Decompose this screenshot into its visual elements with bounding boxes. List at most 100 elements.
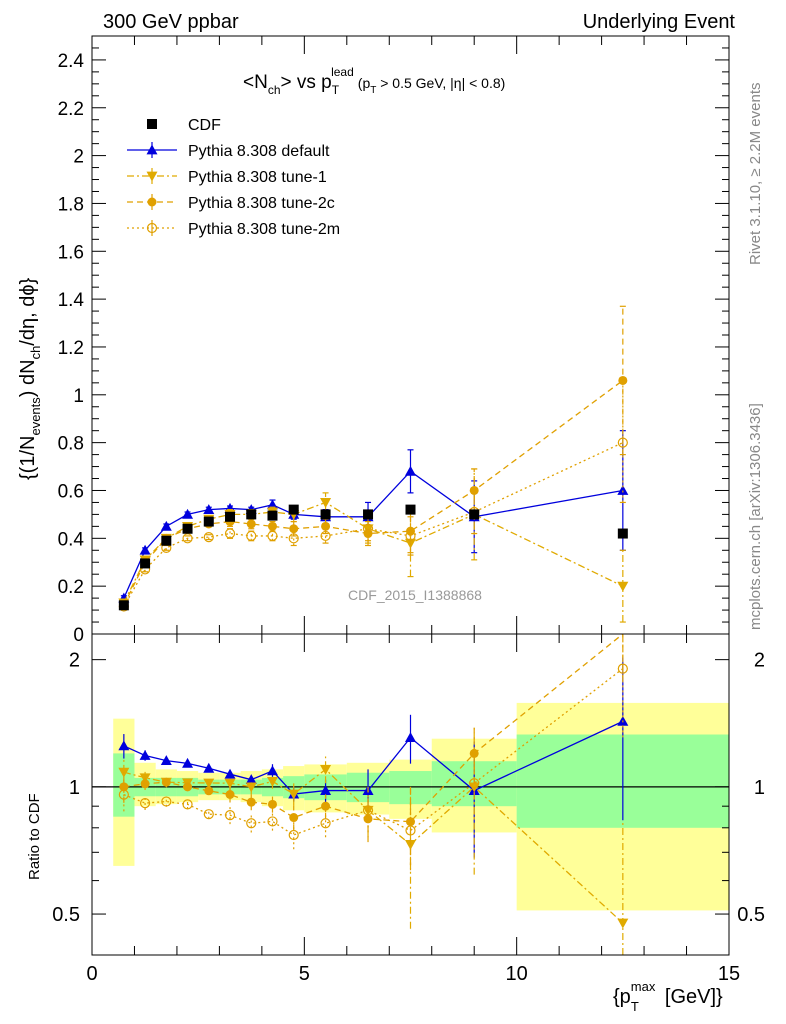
ratio-y-tick-label-right: 1 bbox=[754, 777, 765, 799]
data-point bbox=[246, 519, 256, 529]
series-line bbox=[123, 470, 623, 599]
data-point bbox=[320, 498, 332, 508]
y-tick-label: 1 bbox=[73, 386, 84, 407]
ratio-data-point bbox=[267, 799, 277, 809]
data-point bbox=[182, 533, 193, 544]
ratio-data-point bbox=[405, 732, 416, 743]
legend-item-pythia-8-308-default: Pythia 8.308 default bbox=[127, 142, 330, 160]
ratio-data-point bbox=[246, 797, 256, 807]
y-tick-label: 2.2 bbox=[58, 99, 84, 120]
ratio-data-point bbox=[224, 768, 236, 779]
data-point bbox=[224, 528, 236, 539]
data-point bbox=[618, 375, 628, 385]
ratio-data-point bbox=[118, 789, 129, 800]
data-point bbox=[267, 530, 278, 542]
data-point bbox=[405, 465, 416, 476]
legend-item-pythia-8-308-tune-1: Pythia 8.308 tune-1 bbox=[127, 168, 327, 186]
x-tick-label: 0 bbox=[86, 963, 97, 985]
y-tick-label: 0.8 bbox=[58, 434, 84, 455]
ratio-data-point bbox=[617, 918, 629, 929]
svg-text:{(1/Nevents) dNch/dη, dϕ}: {(1/Nevents) dNch/dη, dϕ} bbox=[17, 277, 43, 480]
ratio-data-point bbox=[161, 777, 171, 787]
ratio-data-point bbox=[320, 818, 331, 829]
ratio-data-point bbox=[224, 810, 236, 821]
ratio-uncertainty-bands bbox=[113, 702, 729, 911]
data-point bbox=[160, 520, 172, 531]
ratio-frame bbox=[91, 633, 730, 956]
svg-text:{pTmax [GeV]}: {pTmax [GeV]} bbox=[613, 979, 723, 1014]
ratio-data-point bbox=[140, 779, 150, 789]
y-tick-label: 0.6 bbox=[58, 481, 84, 502]
data-point bbox=[118, 600, 129, 611]
y-tick-label: 0 bbox=[73, 625, 84, 646]
data-point bbox=[363, 509, 374, 520]
data-point bbox=[405, 504, 416, 515]
ratio-data-point bbox=[204, 786, 214, 796]
data-point bbox=[161, 535, 172, 546]
legend-marker bbox=[147, 197, 157, 207]
x-tick-label: 15 bbox=[718, 963, 740, 985]
rivet-version-label: Rivet 3.1.10, ≥ 2.2M events bbox=[747, 83, 764, 266]
legend-marker bbox=[147, 119, 157, 129]
data-point bbox=[140, 558, 151, 569]
series-pythia-8-308-tune-2m bbox=[118, 382, 628, 612]
ratio-data-point bbox=[363, 814, 373, 824]
ratio-data-point bbox=[405, 825, 416, 836]
ratio-data-point bbox=[288, 829, 299, 841]
ratio-data-point bbox=[267, 816, 278, 827]
legend-item-pythia-8-308-tune-2m: Pythia 8.308 tune-2m bbox=[127, 220, 340, 238]
main-plot-panel: 0 0.2 0.4 0.6 0.8 1 1.2 1.4 1.6 1.8 2 2.2 2.4 CDF_20… bbox=[58, 35, 730, 646]
ratio-data-point bbox=[266, 765, 278, 776]
ratio-data-point bbox=[617, 663, 628, 674]
data-point bbox=[405, 530, 416, 542]
y-tick-label: 1.2 bbox=[58, 338, 84, 359]
data-point bbox=[617, 581, 629, 592]
ratio-data-point bbox=[321, 801, 331, 811]
ratio-data-point bbox=[289, 813, 299, 823]
chart-title: <Nch> vs pTlead(pT > 0.5 GeV, |η| < 0.8) bbox=[243, 65, 505, 97]
data-point bbox=[288, 533, 299, 544]
y-tick-label: 0.4 bbox=[58, 529, 85, 550]
ratio-data-point bbox=[225, 789, 235, 799]
ratio-data-point bbox=[320, 764, 332, 775]
ratio-y-tick-label: 2 bbox=[69, 650, 80, 672]
y-tick-label: 2 bbox=[73, 147, 84, 168]
legend-label: CDF bbox=[188, 117, 221, 134]
legend-label: Pythia 8.308 default bbox=[188, 143, 330, 160]
ratio-data-point bbox=[183, 782, 193, 792]
ratio-y-tick-label-right: 0.5 bbox=[737, 904, 765, 926]
header-right-label: Underlying Event bbox=[583, 11, 736, 33]
analysis-watermark: CDF_2015_I1388868 bbox=[348, 587, 482, 603]
data-point bbox=[182, 523, 193, 534]
legend-label: Pythia 8.308 tune-2m bbox=[188, 221, 340, 238]
x-axis-label: {pTmax [GeV]} bbox=[613, 979, 723, 1014]
ratio-data-point bbox=[245, 782, 257, 793]
ratio-y-tick-label: 1 bbox=[69, 777, 80, 799]
ratio-series-line bbox=[123, 668, 624, 836]
legend-item-cdf: CDF bbox=[147, 117, 221, 134]
ratio-data-point bbox=[406, 817, 415, 827]
data-point bbox=[362, 523, 374, 534]
data-point bbox=[203, 516, 214, 527]
series-line bbox=[123, 442, 624, 607]
legend-marker bbox=[146, 144, 158, 155]
series-pythia-8-308-tune-2c bbox=[119, 305, 628, 610]
ratio-data-point bbox=[139, 749, 151, 760]
ratio-plot-panel: 0 5 10 15 0.5 0.5 1 1 2 2 bbox=[52, 633, 765, 985]
y-tick-label: 1.6 bbox=[58, 242, 84, 263]
series-cdf bbox=[118, 504, 628, 611]
legend-label: Pythia 8.308 tune-2c bbox=[188, 195, 335, 212]
main-series-group bbox=[118, 305, 629, 623]
ratio-data-point bbox=[266, 776, 278, 787]
series-line bbox=[123, 379, 624, 606]
ratio-data-point bbox=[288, 789, 300, 800]
ratio-data-point bbox=[203, 778, 215, 789]
ratio-series-group bbox=[118, 633, 629, 955]
data-point bbox=[246, 530, 257, 542]
ratio-data-point bbox=[161, 796, 172, 807]
ratio-data-point bbox=[224, 778, 236, 789]
data-point bbox=[617, 528, 628, 539]
ratio-y-tick-label: 0.5 bbox=[52, 904, 80, 926]
ratio-data-point bbox=[118, 740, 130, 751]
